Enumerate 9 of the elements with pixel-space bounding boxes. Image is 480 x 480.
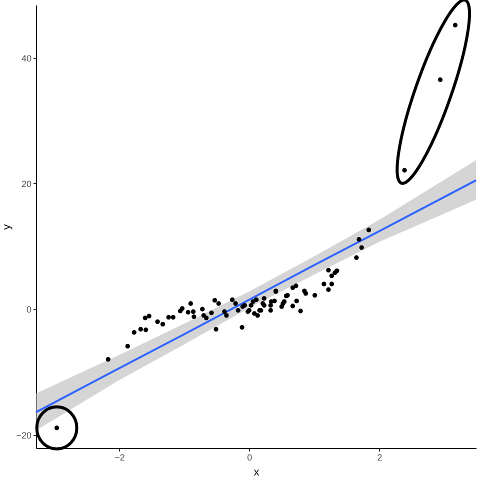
x-tick-label: 0 bbox=[247, 452, 252, 462]
y-tick-label: 40 bbox=[21, 53, 32, 64]
y-tick-label: 0 bbox=[26, 304, 32, 315]
x-axis-title: x bbox=[254, 466, 260, 478]
x-tick-label: 2 bbox=[377, 452, 382, 462]
y-axis-title: y bbox=[1, 224, 14, 230]
y-tick-label: −20 bbox=[16, 430, 32, 440]
y-tick-label: 20 bbox=[21, 178, 32, 189]
x-tick-label: −2 bbox=[114, 452, 125, 462]
